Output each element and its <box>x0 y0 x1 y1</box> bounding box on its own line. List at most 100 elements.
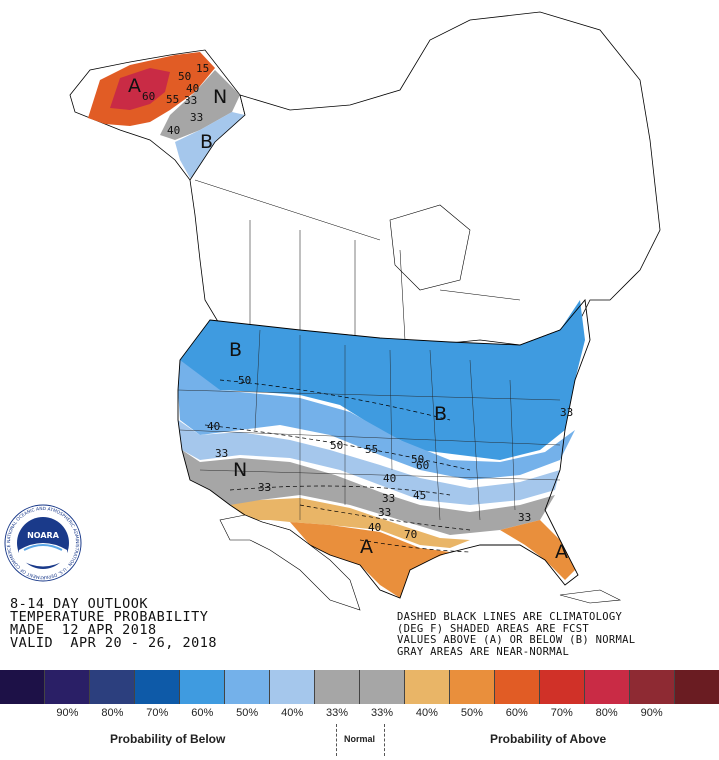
legend-swatch <box>45 670 90 704</box>
region-letter-central-below: B <box>434 403 447 425</box>
us-below-50 <box>180 300 585 460</box>
legend-label: 60% <box>505 707 528 719</box>
canada-borders <box>194 179 521 341</box>
us-above-33 <box>230 498 470 548</box>
contour-label-e-60: 60 <box>416 459 429 472</box>
outlook-valid-dates: VALID APR 20 - 26, 2018 <box>10 635 218 651</box>
legend-labels: 90% 80% 70% 60% 50% 40% 33% 33% 40% 50% 60% 70% 80% 9… <box>0 707 719 719</box>
normal-separator-left <box>336 724 337 756</box>
legend-label <box>0 707 45 719</box>
contour-label-e-50: 50 <box>411 453 424 466</box>
legend-swatch <box>135 670 180 704</box>
contour-label-e-33: 33 <box>382 492 395 505</box>
legend-swatch <box>540 670 585 704</box>
contour-label-e-45: 45 <box>413 489 426 502</box>
region-letter-alaska-above: A <box>128 75 141 97</box>
state-borders <box>177 329 561 521</box>
outlook-title: 8-14 DAY OUTLOOK <box>10 596 149 612</box>
alaska-region-below <box>175 112 245 178</box>
contour-label-sw-33: 33 <box>258 481 271 494</box>
legend-label: 80% <box>595 707 618 719</box>
legend-swatch <box>360 670 405 704</box>
legend-title-normal: Normal <box>344 734 376 744</box>
legend-label: 70% <box>146 707 169 719</box>
us-normal <box>182 450 555 535</box>
legend-swatch <box>0 670 45 704</box>
legend-label: 33% <box>326 707 349 719</box>
alaska-region-above-70 <box>110 68 170 110</box>
us-above-40-florida <box>500 520 575 580</box>
legend-title-below: Probability of Below <box>110 732 226 746</box>
hudson-bay <box>389 204 471 291</box>
region-letter-sw-normal: N <box>233 459 247 481</box>
legend-label: 80% <box>101 707 124 719</box>
us-below-40 <box>178 360 575 480</box>
region-letter-alaska-below: B <box>200 131 213 153</box>
contour-label-ak-60: 60 <box>142 90 155 103</box>
note-line-1: DASHED BLACK LINES ARE CLIMATOLOGY <box>397 611 623 623</box>
legend-label: 60% <box>191 707 214 719</box>
probability-legend <box>0 670 719 704</box>
region-letter-alaska-normal: N <box>213 86 227 108</box>
legend-label: 50% <box>460 707 483 719</box>
normal-separator-right <box>384 724 385 756</box>
note-line-4: GRAY AREAS ARE NEAR-NORMAL <box>397 645 570 658</box>
contour-label-tx-70: 70 <box>404 528 417 541</box>
legend-swatch <box>405 670 450 704</box>
us-below-33 <box>178 420 560 505</box>
legend-swatch <box>225 670 270 704</box>
noaa-logo-icon: NATIONAL OCEANIC AND ATMOSPHERIC ADMINIS… <box>4 504 82 582</box>
contour-label-ak-40b: 40 <box>167 124 180 137</box>
alaska-region-normal <box>160 70 240 140</box>
contour-label-ak-40: 40 <box>186 82 199 95</box>
note-line-2: (DEG F) SHADED AREAS ARE FCST <box>397 622 590 635</box>
legend-label: 90% <box>56 707 79 719</box>
region-letter-florida-above: A <box>555 541 568 563</box>
contour-label-e-40: 40 <box>383 472 396 485</box>
legend-label: 70% <box>550 707 573 719</box>
contour-label-ak-15: 15 <box>196 62 209 75</box>
canada-outline <box>189 11 661 346</box>
mexico-outline <box>219 514 361 611</box>
legend-swatch <box>315 670 360 704</box>
legend-swatch <box>270 670 315 704</box>
legend-swatch <box>585 670 630 704</box>
contour-label-ak-33a: 33 <box>184 94 197 107</box>
contour-label-w-40: 40 <box>207 420 220 433</box>
legend-swatch <box>675 670 719 704</box>
contour-label-tx-40: 40 <box>368 521 381 534</box>
legend-label <box>674 707 719 719</box>
note-line-3: VALUES ABOVE (A) OR BELOW (B) NORMAL <box>397 634 636 646</box>
legend-swatch <box>495 670 540 704</box>
region-letter-west-below: B <box>229 339 242 361</box>
us-outline <box>177 298 591 599</box>
outlook-subtitle: TEMPERATURE PROBABILITY <box>10 609 209 625</box>
contour-label-nw-50: 50 <box>238 374 251 387</box>
contour-label-c-50: 50 <box>330 439 343 452</box>
us-above-40-texas <box>290 522 450 598</box>
legend-swatch <box>180 670 225 704</box>
legend-title-above: Probability of Above <box>490 732 607 746</box>
legend-swatch <box>450 670 495 704</box>
contour-label-fl-33: 33 <box>518 511 531 524</box>
legend-label: 40% <box>281 707 304 719</box>
temperature-outlook-map: 15 50 40 60 55 33 33 40 A N B B B N A A … <box>69 11 661 611</box>
contour-label-w-33: 33 <box>215 447 228 460</box>
legend-label: 33% <box>370 707 393 719</box>
outlook-made-date: MADE 12 APR 2018 <box>10 622 157 638</box>
climatology-dashed-lines <box>204 379 471 553</box>
cuba-outline <box>559 589 622 604</box>
legend-swatch <box>90 670 135 704</box>
legend-label: 90% <box>640 707 663 719</box>
contour-label-ak-33b: 33 <box>190 111 203 124</box>
legend-label: 50% <box>236 707 259 719</box>
contour-label-ne-33: 33 <box>560 406 573 419</box>
legend-label: 40% <box>415 707 438 719</box>
logo-text: NOARA <box>27 531 60 540</box>
contour-label-ak-55: 55 <box>166 93 179 106</box>
contour-label-ak-50: 50 <box>178 70 191 83</box>
contour-label-tx-33: 33 <box>378 506 391 519</box>
region-letter-texas-above: A <box>360 536 373 558</box>
outlook-info-block: 8-14 DAY OUTLOOK TEMPERATURE PROBABILITY… <box>10 596 218 651</box>
legend-swatch <box>630 670 675 704</box>
